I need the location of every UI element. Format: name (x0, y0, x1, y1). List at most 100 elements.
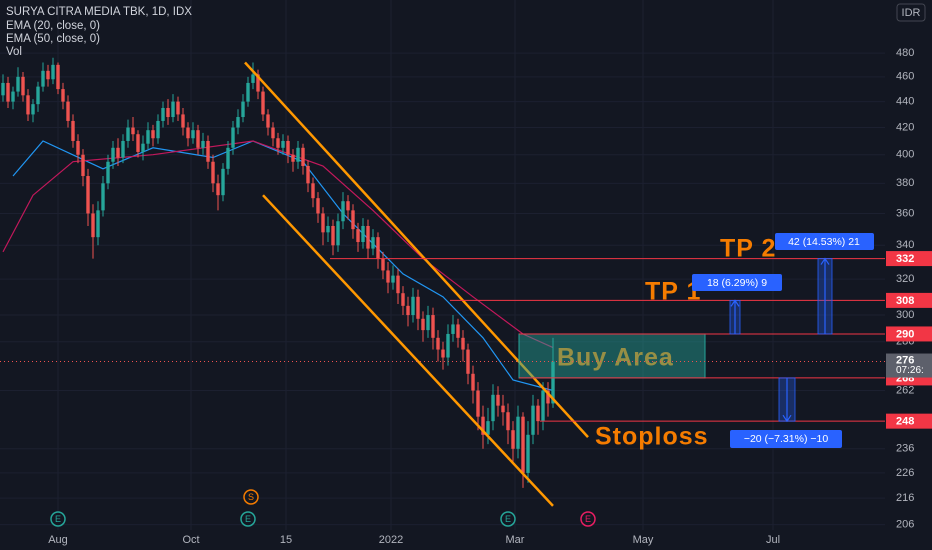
price-label-box (886, 413, 932, 429)
candle-body (136, 134, 140, 152)
candle-body (501, 405, 505, 413)
candle-body (281, 140, 285, 148)
candle-body (226, 147, 230, 169)
candle-body (31, 104, 35, 115)
candle-body (171, 101, 175, 118)
candle-body (51, 64, 55, 80)
plot-area (1, 57, 589, 507)
x-tick-label: 15 (280, 534, 292, 546)
y-tick-label: 236 (896, 443, 914, 455)
event-icon (580, 511, 596, 527)
event-icon (500, 511, 516, 527)
candle-body (111, 147, 115, 162)
candle-body (21, 76, 25, 96)
x-tick-label: 2022 (379, 534, 403, 546)
x-tick-label: Jul (766, 534, 780, 546)
candle-body (366, 225, 370, 249)
candle-body (256, 74, 260, 92)
legend-entry: Vol (6, 46, 22, 58)
y-tick-label: 206 (896, 518, 914, 530)
candle-body (416, 296, 420, 319)
x-tick-label: May (633, 534, 654, 546)
currency[interactable]: IDR (902, 7, 921, 19)
x-tick-label: Aug (48, 534, 68, 546)
event-label: E (55, 514, 61, 524)
candle-body (351, 210, 355, 230)
candle-body (476, 390, 480, 417)
candle-body (486, 421, 490, 435)
candle-body (361, 225, 365, 243)
candle-body (96, 210, 100, 238)
candle-body (346, 201, 350, 211)
candle-body (336, 221, 340, 246)
candle-body (341, 201, 345, 222)
candle-body (271, 127, 275, 139)
y-tick-label: 320 (896, 273, 914, 285)
candle-body (296, 147, 300, 162)
event-label: E (505, 514, 511, 524)
y-tick-label: 360 (896, 207, 914, 219)
candle-body (196, 130, 200, 148)
price-label: 332 (896, 253, 914, 265)
y-tick-label: 440 (896, 96, 914, 108)
candle-body (401, 293, 405, 306)
currency-box[interactable] (896, 3, 926, 22)
candle-body (206, 140, 210, 162)
measure-box (692, 274, 782, 291)
candle-body (541, 390, 545, 422)
candle-body (66, 101, 70, 121)
y-tick-label: 480 (896, 47, 914, 59)
buy-area-label: Buy Area (557, 344, 674, 372)
candle-body (56, 64, 60, 90)
price-label-box (886, 251, 932, 267)
candle-body (71, 120, 75, 141)
y-tick-label: 460 (896, 71, 914, 83)
candle-body (1, 82, 5, 96)
candle-body (316, 198, 320, 214)
candle-body (236, 117, 240, 128)
axes: 2062162262362622863003203403603804004204… (48, 47, 914, 546)
candle-body (521, 416, 525, 473)
candle-body (86, 176, 90, 214)
candle-body (526, 434, 530, 473)
candle-body (121, 140, 125, 158)
candle-body (161, 107, 165, 121)
candle-body (166, 107, 170, 118)
measure-box (730, 430, 842, 448)
candle-body (211, 161, 215, 184)
candle-body (176, 101, 180, 115)
price-label-box (886, 326, 932, 342)
candle-body (371, 237, 375, 249)
candle-body (46, 70, 50, 80)
price-label: 248 (896, 416, 914, 428)
price-label-box (886, 292, 932, 308)
candle-body (306, 165, 310, 184)
candle-body (6, 82, 10, 102)
candle-body (191, 130, 195, 139)
candle-body (551, 361, 555, 404)
measure-text: 42 (14.53%) 21 (788, 236, 860, 248)
tp1-label: TP 1 (645, 278, 701, 306)
candle-body (251, 74, 255, 83)
trend-line (262, 194, 554, 507)
candle-body (101, 183, 105, 211)
candle-body (376, 237, 380, 259)
price-label: 308 (896, 295, 914, 307)
candle-body (141, 143, 145, 152)
candle-body (266, 114, 270, 128)
candle-body (81, 154, 85, 177)
price-label: 290 (896, 328, 914, 340)
candle-body (426, 315, 430, 331)
candle-body (76, 140, 80, 155)
candle-body (26, 95, 30, 115)
chart-title: SURYA CITRA MEDIA TBK, 1D, IDX (6, 6, 192, 18)
x-tick-label: Oct (182, 534, 199, 546)
candle-body (381, 258, 385, 271)
candle-body (186, 127, 190, 139)
candle-body (411, 296, 415, 316)
candle-body (131, 127, 135, 135)
candle-body (181, 114, 185, 128)
y-tick-label: 216 (896, 492, 914, 504)
